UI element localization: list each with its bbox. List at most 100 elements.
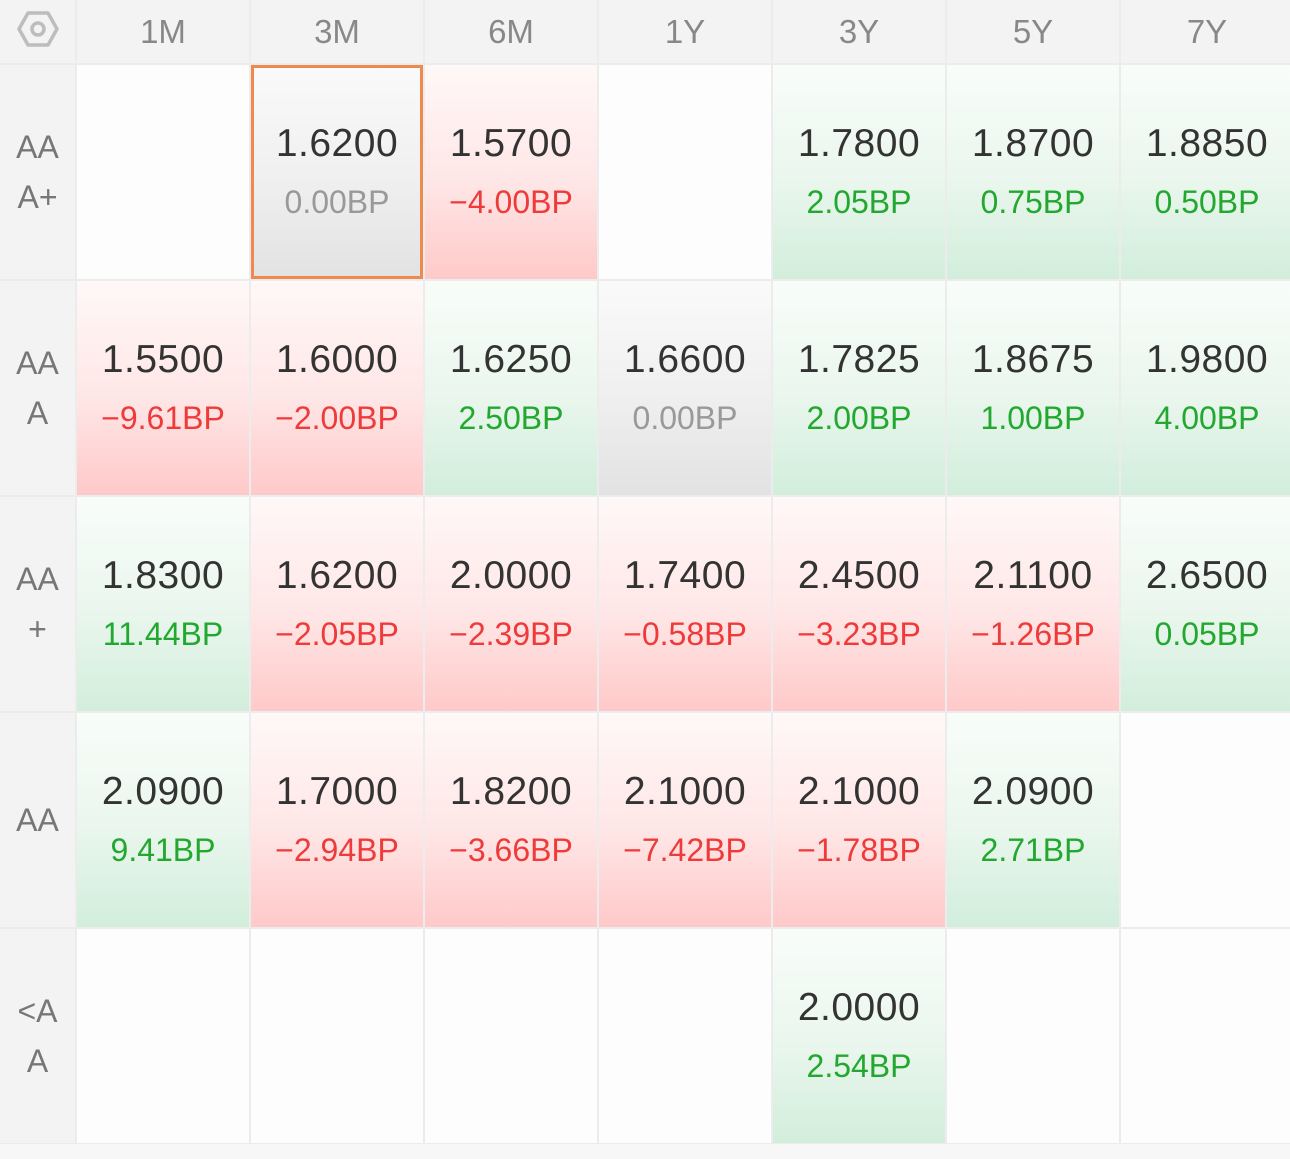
yield-cell-6m[interactable]: 1.8200 −3.66BP <box>425 713 597 927</box>
yield-rate: 1.8300 <box>101 554 225 597</box>
yield-cell-7y[interactable]: 1.8850 0.50BP <box>1121 65 1290 279</box>
column-header-1m[interactable]: 1M <box>77 0 249 63</box>
yield-rate: 2.0000 <box>449 554 573 597</box>
yield-cell-3y[interactable]: 1.7825 2.00BP <box>773 281 945 495</box>
yield-cell-1m[interactable] <box>77 929 249 1143</box>
yield-cell-1m[interactable]: 1.5500 −9.61BP <box>77 281 249 495</box>
rating-row-label: AA A+ <box>0 65 75 279</box>
yield-change-bp: −1.78BP <box>797 832 921 868</box>
yield-change-bp: −2.94BP <box>275 832 399 868</box>
yield-rate: 1.8675 <box>971 338 1095 381</box>
yield-cell-3m[interactable]: 1.6000 −2.00BP <box>251 281 423 495</box>
yield-change-bp: 1.00BP <box>980 400 1086 436</box>
yield-change-bp: 2.05BP <box>806 184 912 220</box>
hexagon-settings-icon <box>16 9 60 54</box>
yield-cell-5y[interactable] <box>947 929 1119 1143</box>
yield-change-bp: −2.05BP <box>275 616 399 652</box>
yield-rate: 1.7400 <box>623 554 747 597</box>
column-header-3m[interactable]: 3M <box>251 0 423 63</box>
yield-rate: 2.1100 <box>973 554 1093 597</box>
settings-button[interactable] <box>0 0 75 63</box>
yield-rate: 2.0900 <box>971 770 1095 813</box>
yield-cell-3m[interactable]: 1.6200 0.00BP <box>251 65 423 279</box>
column-header-7y[interactable]: 7Y <box>1121 0 1290 63</box>
yield-change-bp: −3.66BP <box>449 832 573 868</box>
yield-rate: 1.6600 <box>623 338 747 381</box>
column-header-3y[interactable]: 3Y <box>773 0 945 63</box>
yield-change-bp: 2.54BP <box>806 1048 912 1084</box>
yield-change-bp: 0.00BP <box>284 184 390 220</box>
yield-change-bp: 11.44BP <box>102 616 224 652</box>
yield-rate: 2.4500 <box>797 554 921 597</box>
yield-rate: 1.5500 <box>101 338 225 381</box>
yield-cell-3y[interactable]: 1.7800 2.05BP <box>773 65 945 279</box>
yield-rate: 1.8200 <box>449 770 573 813</box>
yield-cell-6m[interactable]: 1.6250 2.50BP <box>425 281 597 495</box>
yield-cell-6m[interactable]: 1.5700 −4.00BP <box>425 65 597 279</box>
yield-cell-7y[interactable]: 2.6500 0.05BP <box>1121 497 1290 711</box>
yield-cell-3y[interactable]: 2.0000 2.54BP <box>773 929 945 1143</box>
yield-cell-5y[interactable]: 1.8675 1.00BP <box>947 281 1119 495</box>
yield-cell-1m[interactable] <box>77 65 249 279</box>
yield-cell-1m[interactable]: 1.8300 11.44BP <box>77 497 249 711</box>
yield-cell-1m[interactable]: 2.0900 9.41BP <box>77 713 249 927</box>
yield-cell-1y[interactable]: 2.1000 −7.42BP <box>599 713 771 927</box>
yield-cell-7y[interactable]: 1.9800 4.00BP <box>1121 281 1290 495</box>
yield-change-bp: 2.50BP <box>458 400 564 436</box>
yield-rate: 1.9800 <box>1145 338 1269 381</box>
column-header-1y[interactable]: 1Y <box>599 0 771 63</box>
yield-rate: 1.6000 <box>275 338 399 381</box>
yield-rate: 1.7825 <box>797 338 921 381</box>
yield-change-bp: 0.75BP <box>980 184 1086 220</box>
yield-rate: 1.7800 <box>797 122 921 165</box>
yield-cell-1y[interactable]: 1.6600 0.00BP <box>599 281 771 495</box>
yield-change-bp: 0.00BP <box>632 400 738 436</box>
yield-cell-1y[interactable] <box>599 929 771 1143</box>
yield-cell-5y[interactable]: 2.1100 −1.26BP <box>947 497 1119 711</box>
yield-cell-6m[interactable]: 2.0000 −2.39BP <box>425 497 597 711</box>
column-header-6m[interactable]: 6M <box>425 0 597 63</box>
yield-change-bp: −7.42BP <box>623 832 747 868</box>
rating-row-label: AA + <box>0 497 75 711</box>
yield-change-bp: −2.00BP <box>275 400 399 436</box>
yield-cell-1y[interactable] <box>599 65 771 279</box>
yield-change-bp: 9.41BP <box>110 832 216 868</box>
yield-cell-3y[interactable]: 2.1000 −1.78BP <box>773 713 945 927</box>
yield-rate: 1.5700 <box>449 122 573 165</box>
yield-change-bp: −9.61BP <box>101 400 225 436</box>
yield-change-bp: 4.00BP <box>1154 400 1260 436</box>
yield-cell-3y[interactable]: 2.4500 −3.23BP <box>773 497 945 711</box>
column-header-5y[interactable]: 5Y <box>947 0 1119 63</box>
yield-cell-7y[interactable] <box>1121 713 1290 927</box>
yield-change-bp: 0.05BP <box>1154 616 1260 652</box>
yield-cell-7y[interactable] <box>1121 929 1290 1143</box>
yield-change-bp: 2.00BP <box>806 400 912 436</box>
yield-rate: 2.1000 <box>797 770 921 813</box>
yield-cell-6m[interactable] <box>425 929 597 1143</box>
yield-change-bp: −2.39BP <box>449 616 573 652</box>
rating-row-label: AA <box>0 713 75 927</box>
yield-rate: 1.8850 <box>1145 122 1269 165</box>
yield-change-bp: −1.26BP <box>971 616 1095 652</box>
yield-rate: 2.1000 <box>623 770 747 813</box>
yield-rate: 1.6250 <box>449 338 573 381</box>
yield-cell-5y[interactable]: 1.8700 0.75BP <box>947 65 1119 279</box>
yield-rate: 1.8700 <box>971 122 1095 165</box>
yield-change-bp: 0.50BP <box>1154 184 1260 220</box>
yield-cell-3m[interactable]: 1.6200 −2.05BP <box>251 497 423 711</box>
yield-change-bp: 2.71BP <box>980 832 1086 868</box>
yield-rate: 1.6200 <box>275 554 399 597</box>
rating-row-label: AA A <box>0 281 75 495</box>
rating-row-label: <A A <box>0 929 75 1143</box>
yield-rate: 2.0900 <box>101 770 225 813</box>
yield-rate: 1.7000 <box>275 770 399 813</box>
yield-cell-3m[interactable]: 1.7000 −2.94BP <box>251 713 423 927</box>
yield-cell-1y[interactable]: 1.7400 −0.58BP <box>599 497 771 711</box>
yield-cell-5y[interactable]: 2.0900 2.71BP <box>947 713 1119 927</box>
yield-rate: 2.6500 <box>1145 554 1269 597</box>
yield-change-bp: −3.23BP <box>797 616 921 652</box>
yield-change-bp: −0.58BP <box>623 616 747 652</box>
yield-rate: 1.6200 <box>275 122 399 165</box>
yield-cell-3m[interactable] <box>251 929 423 1143</box>
